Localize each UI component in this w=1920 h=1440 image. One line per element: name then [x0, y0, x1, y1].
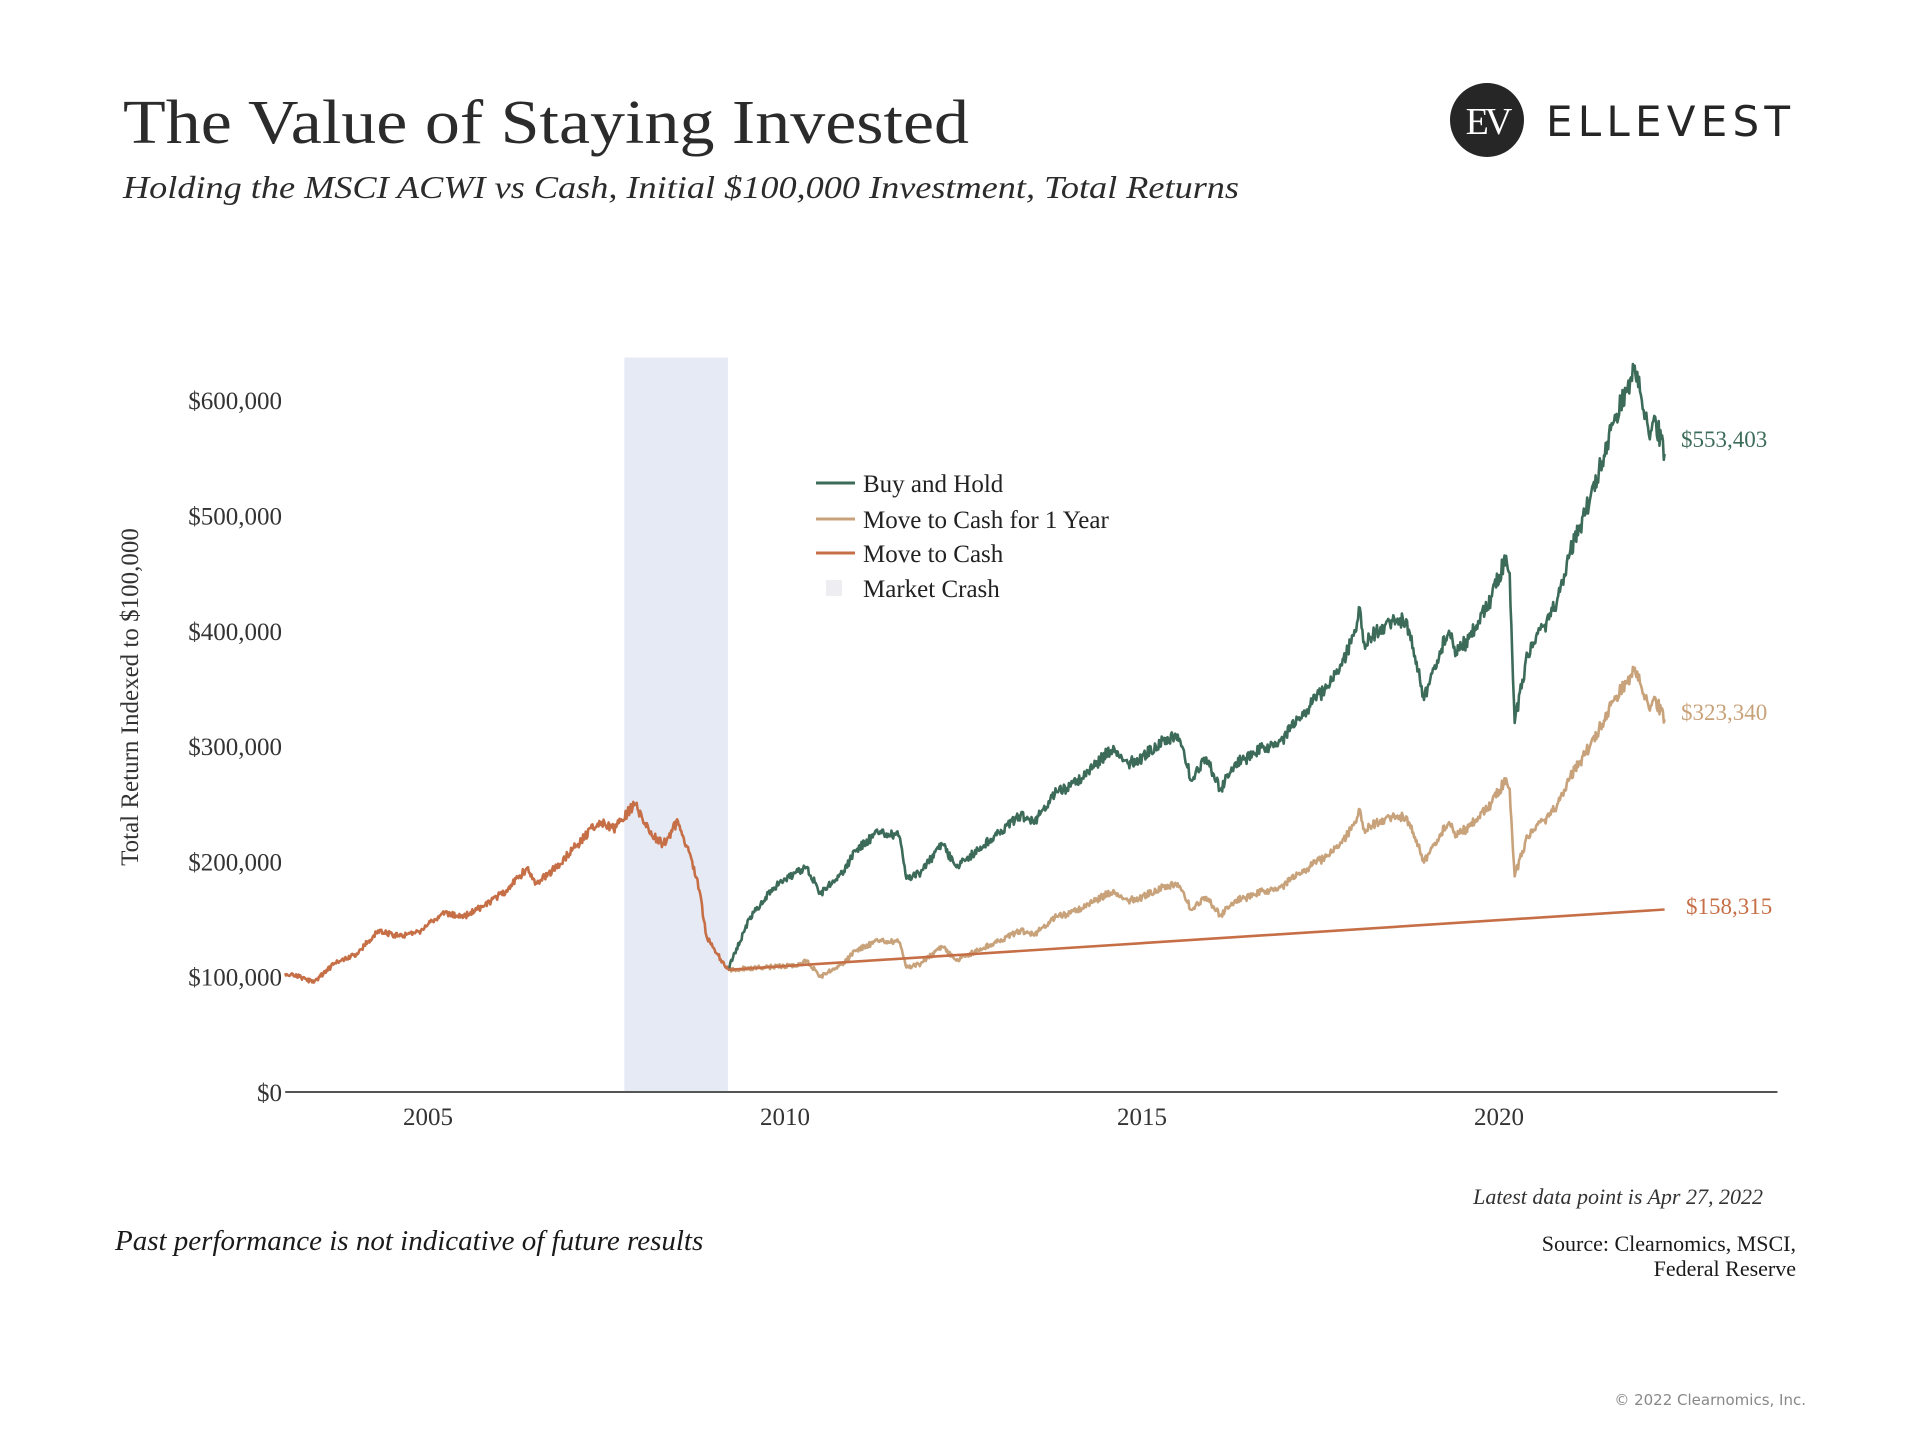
ellevest-logo: EV ELLEVEST	[1450, 83, 1790, 157]
legend: Buy and Hold Move to Cash for 1 Year Mov…	[816, 471, 1109, 603]
x-axis-ticks: 2005 2010 2015 2020	[403, 1104, 1524, 1131]
x-tick-label: 2020	[1474, 1104, 1524, 1131]
legend-label-buy-hold: Buy and Hold	[863, 471, 1004, 498]
y-tick-label: $400,000	[188, 619, 282, 646]
disclaimer: Past performance is not indicative of fu…	[114, 1225, 703, 1257]
source-line-1: Source: Clearnomics, MSCI,	[1542, 1231, 1796, 1256]
legend-label-crash: Market Crash	[863, 576, 1000, 603]
copyright: © 2022 Clearnomics, Inc.	[1614, 1391, 1806, 1409]
latest-data-note: Latest data point is Apr 27, 2022	[1472, 1184, 1763, 1209]
market-crash-band	[624, 357, 728, 1092]
series-line-buy-and-hold	[727, 362, 1666, 972]
y-tick-label: $600,000	[188, 388, 282, 415]
chart-subtitle: Holding the MSCI ACWI vs Cash, Initial $…	[122, 169, 1239, 205]
end-labels: $553,403 $323,340 $158,315	[1681, 427, 1772, 919]
y-tick-label: $200,000	[188, 849, 282, 876]
y-tick-label: $500,000	[188, 504, 282, 531]
y-tick-label: $100,000	[188, 965, 282, 992]
logo-monogram: EV	[1466, 101, 1513, 143]
end-label-buy-and-hold: $553,403	[1681, 427, 1767, 452]
series-lines	[283, 362, 1666, 984]
end-label-move-to-cash-1yr: $323,340	[1681, 700, 1767, 725]
series-line-move-to-cash	[727, 908, 1665, 972]
legend-label-cash: Move to Cash	[863, 541, 1004, 568]
x-tick-label: 2005	[403, 1104, 453, 1131]
logo-wordmark: ELLEVEST	[1546, 97, 1790, 146]
y-tick-label: $300,000	[188, 734, 282, 761]
y-tick-label: $0	[257, 1080, 282, 1107]
x-tick-label: 2015	[1117, 1104, 1167, 1131]
y-axis-title: Total Return Indexed to $100,000	[117, 528, 144, 866]
y-axis-ticks: $0 $100,000 $200,000 $300,000 $400,000 $500,0…	[188, 388, 282, 1107]
series-line-shared-history	[283, 800, 730, 984]
legend-label-cash-1yr: Move to Cash for 1 Year	[863, 507, 1109, 534]
end-label-move-to-cash: $158,315	[1686, 894, 1772, 919]
source-line-2: Federal Reserve	[1654, 1256, 1796, 1281]
series-line-move-to-cash-1yr	[726, 665, 1666, 979]
chart-title: The Value of Staying Invested	[123, 89, 969, 157]
x-tick-label: 2010	[760, 1104, 810, 1131]
legend-swatch-crash	[826, 580, 842, 596]
logo-circle	[1450, 83, 1524, 157]
